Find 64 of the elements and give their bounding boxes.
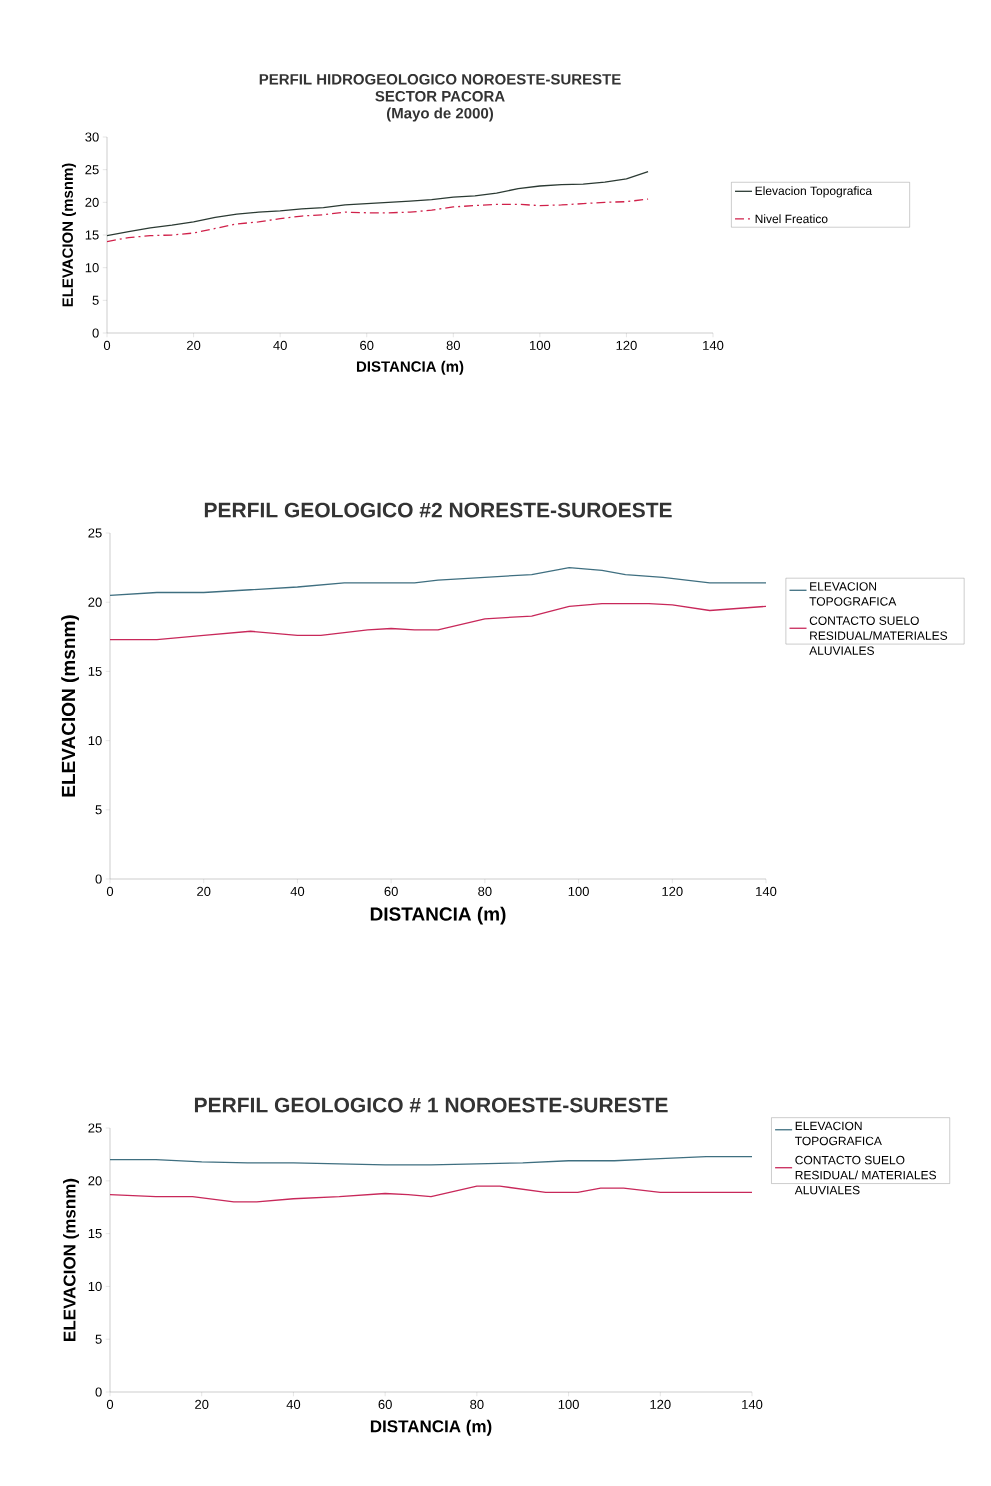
chart-title: PERFIL HIDROGEOLOGICO NOROESTE-SURESTE xyxy=(259,73,621,85)
chart-title: PERFIL GEOLOGICO #2 NORESTE-SUROESTE xyxy=(204,502,672,518)
x-axis-title: DISTANCIA (m) xyxy=(370,1419,492,1436)
y-tick-label: 30 xyxy=(85,132,99,142)
legend-label: Elevacion Topografica xyxy=(755,186,873,198)
legend-label: CONTACTO SUELO RESIDUAL/ MATERIALES ALUVIALES xyxy=(794,1155,937,1195)
y-tick-label: 5 xyxy=(95,805,102,815)
y-tick-label: 10 xyxy=(88,1281,102,1292)
legend-label: ELEVACION TOPOGRAFICA xyxy=(795,1121,882,1146)
y-tick-label: 0 xyxy=(92,328,99,338)
x-tick-label: 80 xyxy=(470,1399,484,1409)
y-tick-label: 15 xyxy=(85,230,99,240)
x-tick-label: 120 xyxy=(650,1399,671,1409)
x-tick-label: 40 xyxy=(286,1399,301,1409)
x-tick-label: 60 xyxy=(384,886,398,896)
y-axis-title: ELEVACION (msnm) xyxy=(61,615,79,797)
line-series xyxy=(110,602,767,641)
y-tick-label: 15 xyxy=(88,1229,102,1239)
x-tick-label: 0 xyxy=(103,340,111,350)
text: (Mayo de 2000) xyxy=(386,107,494,122)
y-axis-title: ELEVACION (msnm) xyxy=(63,1178,79,1341)
x-tick-label: 100 xyxy=(558,1399,579,1409)
x-tick-label: 60 xyxy=(378,1399,392,1409)
y-tick-label: 20 xyxy=(85,197,99,207)
x-axis-title: DISTANCIA (m) xyxy=(356,360,464,375)
y-axis-title: ELEVACION (msnm) xyxy=(61,163,76,307)
y-tick-label: 25 xyxy=(88,528,102,538)
line-series xyxy=(107,170,649,237)
chart-subtitle: SECTOR PACORA xyxy=(375,90,505,102)
x-tick-label: 0 xyxy=(106,1399,114,1409)
y-tick-label: 10 xyxy=(88,736,102,746)
x-tick-label: 60 xyxy=(360,340,374,350)
legend-label: ELEVACION TOPOGRAFICA xyxy=(809,582,897,606)
x-tick-label: 120 xyxy=(616,340,637,350)
y-tick-label: 10 xyxy=(85,263,99,273)
y-tick-label: 0 xyxy=(95,1387,102,1397)
line-series xyxy=(107,198,649,243)
x-tick-label: 40 xyxy=(290,886,305,896)
line-series xyxy=(110,1155,753,1166)
x-tick-label: 100 xyxy=(568,886,589,896)
x-tick-label: 0 xyxy=(106,886,114,896)
x-tick-label: 120 xyxy=(662,886,683,896)
chart-title: PERFIL GEOLOGICO # 1 NOROESTE-SURESTE xyxy=(194,1097,668,1113)
y-tick-label: 25 xyxy=(85,165,99,175)
y-tick-label: 15 xyxy=(88,666,102,676)
x-tick-label: 20 xyxy=(195,1399,209,1409)
x-tick-label: 100 xyxy=(530,340,551,350)
x-tick-label: 20 xyxy=(197,886,211,896)
y-tick-label: 0 xyxy=(95,874,102,884)
x-tick-label: 20 xyxy=(187,340,201,350)
y-tick-label: 5 xyxy=(92,295,99,305)
x-tick-label: 80 xyxy=(478,886,492,896)
x-tick-label: 140 xyxy=(742,1399,763,1409)
legend-label: CONTACTO SUELO RESIDUAL/MATERIALES ALUVIALES xyxy=(809,616,948,655)
x-tick-label: 140 xyxy=(703,340,724,350)
legend-label: Nivel Freatico xyxy=(755,214,828,224)
y-tick-label: 5 xyxy=(95,1334,102,1344)
y-tick-label: 20 xyxy=(88,597,102,607)
x-axis-title: DISTANCIA (m) xyxy=(370,906,506,925)
x-tick-label: 80 xyxy=(446,340,461,350)
x-tick-label: 140 xyxy=(756,886,777,896)
y-tick-label: 20 xyxy=(88,1176,102,1186)
x-tick-label: 40 xyxy=(273,340,287,350)
y-tick-label: 25 xyxy=(88,1123,102,1133)
